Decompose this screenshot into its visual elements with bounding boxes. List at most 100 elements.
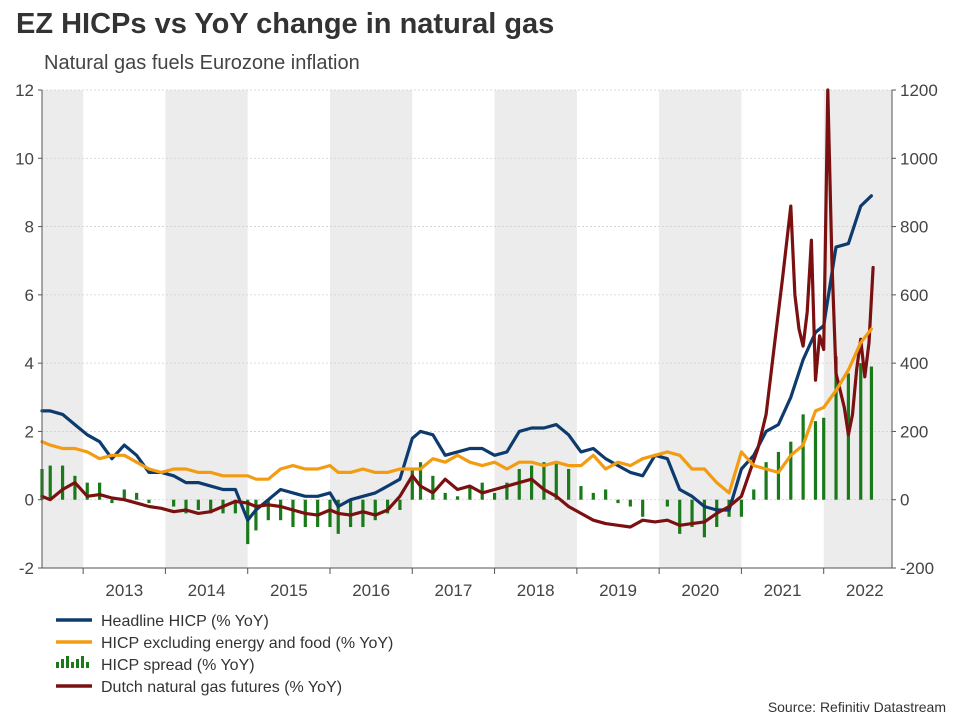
legend-label: Headline HICP (% YoY) <box>101 613 269 630</box>
year-shading <box>42 90 892 568</box>
left-tick-label: 6 <box>25 286 34 305</box>
spread-bar <box>764 462 768 500</box>
spread-bar <box>846 373 850 500</box>
left-tick-label: 12 <box>15 81 34 100</box>
legend-swatch-bar <box>61 659 64 668</box>
spread-bar <box>665 499 669 507</box>
legend-label: Dutch natural gas futures (% YoY) <box>101 679 342 696</box>
spread-bar <box>492 492 497 500</box>
spread-bar <box>834 356 838 500</box>
spread-bar <box>822 417 826 500</box>
spread-bar <box>385 499 390 514</box>
spread-bar <box>209 499 213 514</box>
legend: Headline HICP (% YoY) HICP excluding ener… <box>56 613 393 696</box>
spread-bar <box>348 499 353 528</box>
spread-bar <box>859 363 863 500</box>
spread-bar <box>567 468 571 500</box>
spread-bar <box>147 499 151 504</box>
chart-subtitle: Natural gas fuels Eurozone inflation <box>44 52 360 74</box>
legend-label: HICP spread (% YoY) <box>101 657 255 674</box>
spread-bar <box>529 465 534 500</box>
right-tick-label: 200 <box>900 422 928 441</box>
x-tick-label: 2016 <box>352 581 390 600</box>
spread-bar <box>410 468 414 500</box>
left-tick-label: 8 <box>25 218 34 237</box>
legend-swatch-bar <box>66 656 69 668</box>
spread-bar <box>60 465 65 500</box>
legend-swatch-bar <box>81 656 84 668</box>
x-tick-label: 2020 <box>681 581 719 600</box>
left-tick-label: 0 <box>25 491 34 510</box>
spread-bar <box>233 499 237 514</box>
spread-bar <box>813 421 818 500</box>
x-tick-label: 2019 <box>599 581 637 600</box>
source-note: Source: Refinitiv Datastream <box>767 699 946 715</box>
series-lines <box>40 88 875 529</box>
spread-bar <box>431 475 435 500</box>
legend-swatch-bar <box>86 662 89 668</box>
core-hicp-line <box>40 327 874 495</box>
spread-bar <box>702 499 706 538</box>
x-tick-label: 2021 <box>764 581 802 600</box>
spread-bar <box>690 499 694 528</box>
spread-bar <box>336 499 340 534</box>
spread-bar <box>443 492 447 500</box>
spread-bar <box>801 414 805 500</box>
spread-bar <box>591 492 595 500</box>
spread-bar <box>468 486 472 500</box>
spread-bar <box>628 499 632 507</box>
x-tick-label: 2013 <box>105 581 143 600</box>
legend-swatch-bar <box>56 662 59 668</box>
x-tick-label: 2022 <box>846 581 884 600</box>
spread-bar <box>869 366 874 500</box>
x-tick-label: 2014 <box>188 581 226 600</box>
spread-bar <box>542 462 546 500</box>
spread-bar <box>678 499 682 534</box>
spread-bar <box>361 499 365 528</box>
spread-bar <box>135 492 139 500</box>
right-tick-label: 1200 <box>900 81 938 100</box>
spread-bar <box>328 499 332 528</box>
right-tick-label: -200 <box>900 559 934 578</box>
left-tick-label: 2 <box>25 422 34 441</box>
spread-bar <box>579 486 583 500</box>
spread-bar <box>196 499 200 510</box>
spread-bar <box>604 489 608 500</box>
spread-bar <box>110 499 114 504</box>
chart-title: EZ HICPs vs YoY change in natural gas <box>16 8 555 40</box>
right-tick-label: 1000 <box>900 149 938 168</box>
spread-bar <box>172 499 176 507</box>
shaded-year-band <box>165 90 248 568</box>
spread-bar <box>48 465 52 500</box>
gas-futures-line <box>40 88 875 529</box>
spread-bar <box>97 482 102 500</box>
spread-bar <box>246 499 250 545</box>
spread-bar <box>641 499 645 517</box>
spread-bar <box>373 499 377 521</box>
x-tick-label: 2017 <box>435 581 473 600</box>
spread-bar <box>789 441 793 500</box>
spread-bar <box>616 499 620 504</box>
spread-bar <box>291 499 295 528</box>
right-tick-label: 0 <box>900 491 909 510</box>
spread-bar <box>279 499 283 521</box>
spread-bar <box>254 499 258 531</box>
spread-bar <box>554 462 558 500</box>
spread-bars <box>40 356 874 545</box>
spread-bar <box>517 468 521 500</box>
spread-bar <box>85 482 89 500</box>
spread-bar <box>739 499 744 517</box>
left-tick-label: 10 <box>15 149 34 168</box>
headline-hicp-line <box>40 194 874 522</box>
shaded-year-band <box>329 90 413 568</box>
spread-bar <box>122 489 126 500</box>
left-tick-label: 4 <box>25 354 34 373</box>
right-tick-label: 800 <box>900 218 928 237</box>
axes: -2 0 2 4 6 8 10 12 -200 0 200 400 600 800 1000 1200 2013… <box>15 81 938 600</box>
shaded-year-band <box>659 90 742 568</box>
right-tick-label: 600 <box>900 286 928 305</box>
x-tick-label: 2018 <box>517 581 555 600</box>
spread-bar <box>398 499 402 510</box>
legend-swatch-bar <box>76 659 79 668</box>
